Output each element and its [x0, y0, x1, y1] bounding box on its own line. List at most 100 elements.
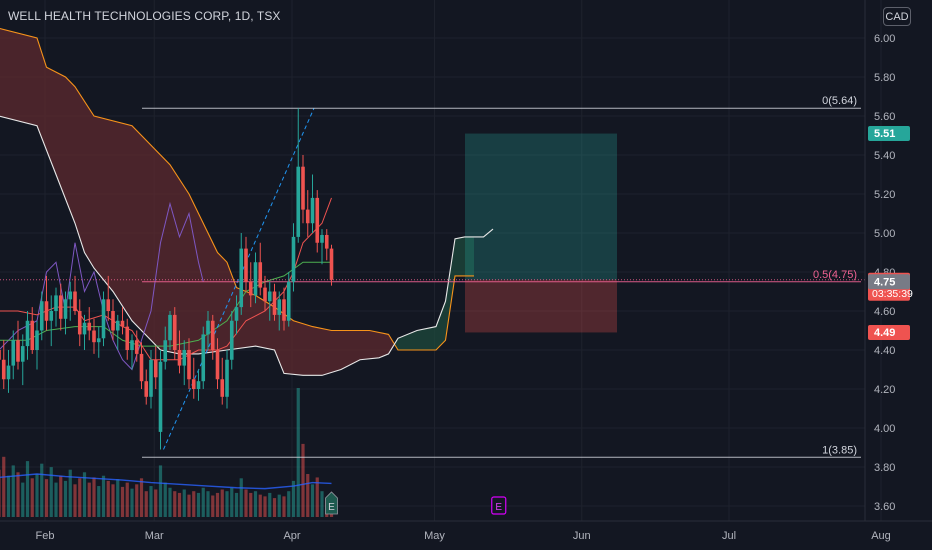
volume-bar — [244, 489, 248, 517]
volume-bar — [16, 472, 20, 517]
position-stop-zone[interactable] — [465, 279, 617, 333]
volume-bar — [168, 487, 172, 517]
price-marker-badge — [868, 126, 910, 142]
volume-bar — [59, 475, 63, 517]
price-marker-label: 4.75 — [874, 276, 895, 288]
candle-body — [315, 197, 320, 243]
candle-body — [253, 262, 258, 296]
volume-bar — [296, 388, 300, 517]
volume-bar — [2, 456, 6, 517]
volume-bar — [30, 478, 34, 517]
candle-body — [225, 359, 229, 397]
price-tick-label: 5.20 — [874, 189, 895, 201]
candle-body — [73, 291, 77, 311]
volume-bar — [101, 475, 106, 517]
month-tick-label: Jun — [573, 530, 591, 542]
price-marker-label: 4.49 — [874, 327, 895, 339]
volume-bar — [253, 491, 258, 517]
candle-body — [305, 209, 310, 224]
cloud-bullish — [395, 236, 474, 350]
volume-bar — [268, 492, 272, 517]
candle-body — [125, 326, 130, 350]
earnings-flag-upcoming[interactable] — [491, 496, 507, 515]
volume-bar — [206, 491, 210, 517]
price-tick-label: 4.20 — [874, 384, 895, 396]
candle-body — [310, 197, 315, 224]
position-target-zone[interactable] — [465, 133, 617, 280]
volume-bar — [287, 491, 291, 517]
candle-body — [153, 359, 158, 378]
volume-bar — [0, 469, 1, 517]
candlesticks — [0, 108, 334, 450]
volume-bar — [149, 486, 153, 517]
volume-bar — [310, 484, 315, 517]
candle-body — [220, 379, 225, 397]
price-tick-label: 5.60 — [874, 111, 895, 123]
currency-button[interactable]: CAD — [883, 7, 911, 26]
volume-bar — [92, 477, 96, 517]
earnings-marker[interactable]: E — [325, 491, 338, 515]
volume-bar — [220, 489, 224, 517]
candle-body — [206, 320, 210, 335]
candle-body — [201, 334, 206, 382]
volume-bar — [106, 480, 110, 517]
volume-bar — [192, 491, 196, 517]
time-axis[interactable]: Feb Mar Apr May Jun Jul Aug — [0, 520, 932, 542]
earnings-label: E — [495, 502, 502, 513]
candle-body — [68, 291, 73, 300]
price-tick-label: 4.00 — [874, 423, 895, 435]
symbol-title[interactable]: WELL HEALTH TECHNOLOGIES CORP, 1D, TSX — [8, 9, 281, 23]
volume-bar — [78, 478, 82, 517]
volume-bar — [263, 496, 267, 517]
candle-body — [20, 346, 25, 362]
volume-bar — [144, 491, 148, 517]
candle-body — [324, 234, 329, 249]
candle-body — [163, 340, 168, 362]
candle-body — [210, 320, 215, 350]
month-tick-label: Aug — [871, 530, 891, 542]
volume-bar — [125, 482, 129, 517]
volume-bar — [97, 486, 101, 517]
candle-body — [35, 330, 39, 350]
volume-bar — [177, 492, 182, 517]
candle-body — [115, 320, 120, 331]
ichimoku-cloud — [0, 28, 474, 376]
candle-body — [168, 314, 172, 341]
volume-bars — [0, 388, 334, 517]
price-marker-badge — [868, 274, 910, 290]
long-position-tool[interactable] — [465, 133, 617, 333]
volume-bar — [187, 494, 191, 517]
candle-body — [58, 295, 63, 319]
candle-body — [282, 299, 286, 321]
price-tick-label: 4.60 — [874, 306, 895, 318]
candle-body — [191, 379, 196, 389]
candle-body — [272, 291, 277, 315]
price-axis[interactable]: 6.005.805.605.405.205.004.804.604.404.20… — [864, 0, 913, 521]
earnings-flag-past[interactable] — [325, 491, 338, 515]
price-tick-label: 3.80 — [874, 462, 895, 474]
volume-bar — [44, 479, 49, 517]
volume-bar — [158, 465, 163, 517]
volume-bar — [211, 495, 215, 517]
candle-body — [106, 299, 111, 311]
candle-body — [30, 320, 35, 350]
candle-body — [258, 262, 263, 288]
volume-bar — [73, 484, 77, 517]
volume-bar — [63, 480, 68, 517]
volume-bar — [111, 484, 115, 517]
candle-body — [239, 248, 244, 308]
volume-bar — [320, 491, 324, 517]
candle-body — [286, 281, 291, 321]
candle-body — [63, 299, 68, 319]
volume-bar — [315, 477, 319, 517]
fibonacci-retracement[interactable]: 0(5.64) 0.5(4.75) 1(3.85) — [0, 95, 865, 458]
volume-bar — [239, 478, 243, 517]
candle-body — [263, 287, 267, 302]
price-tick-label: 5.40 — [874, 150, 895, 162]
candle-body — [291, 236, 296, 282]
trend-line[interactable] — [163, 107, 315, 450]
price-tick-label: 5.00 — [874, 228, 895, 240]
earnings-marker[interactable]: E — [491, 496, 507, 515]
